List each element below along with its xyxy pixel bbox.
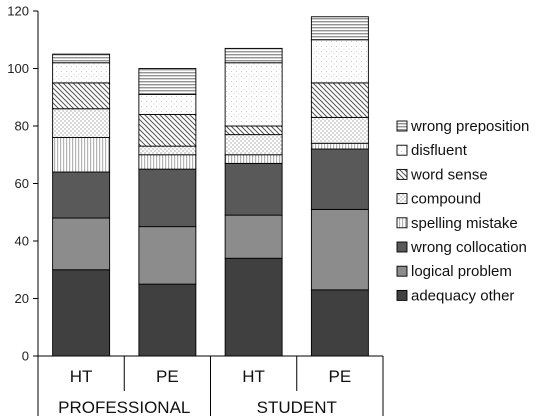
y-tick-label: 100	[7, 61, 29, 76]
y-tick-label: 0	[22, 349, 29, 364]
bar-segment-adequacy-other	[138, 283, 197, 357]
x-category-labels: HT PE HT PE PROFESSIONAL STUDENT	[58, 367, 351, 417]
x-group-label: PROFESSIONAL	[58, 398, 190, 417]
y-tick-labels: 0 20 40 60 80 100 120	[7, 4, 29, 364]
legend-label: logical problem	[411, 263, 512, 280]
x-category-label: PE	[156, 367, 179, 386]
legend-swatch	[396, 168, 408, 180]
legend-swatch	[396, 193, 408, 205]
bar-segment-compound	[310, 116, 369, 144]
bar-segment-wrong-collocation	[52, 171, 111, 219]
y-tick-label: 40	[15, 234, 29, 249]
x-category-label: HT	[242, 367, 265, 386]
bar-segment-wrong-collocation	[310, 148, 369, 210]
bar-segment-word-sense	[224, 125, 283, 136]
legend-swatch	[396, 241, 408, 253]
legend: wrong preposition disfluent word sense comp…	[396, 118, 529, 304]
legend-swatch	[396, 217, 408, 229]
legend-label: word sense	[410, 166, 488, 183]
bar-segment-word-sense	[310, 82, 369, 118]
bar-segment-adequacy-other	[224, 257, 283, 357]
bar-segment-compound	[224, 134, 283, 156]
bar-segment-disfluent	[52, 62, 111, 84]
bar-segment-compound	[138, 145, 197, 156]
bar-segment-wrong-preposition	[310, 16, 369, 41]
bar-segment-wrong-collocation	[224, 162, 283, 216]
bar-segment-spelling-mistake	[52, 137, 111, 173]
bar-segment-adequacy-other	[52, 269, 111, 357]
legend-swatch	[396, 144, 408, 156]
y-tick-label: 60	[15, 176, 29, 191]
x-category-label: PE	[329, 367, 352, 386]
bar-segment-adequacy-other	[310, 289, 369, 357]
bar-segment-disfluent	[138, 93, 197, 115]
bar-segment-disfluent	[310, 39, 369, 84]
x-category-label: HT	[70, 367, 93, 386]
legend-swatch	[396, 120, 408, 132]
bar-segment-logical-problem	[224, 214, 283, 259]
y-tick-label: 120	[7, 4, 29, 19]
legend-swatch	[396, 265, 408, 277]
y-tick-label: 80	[15, 119, 29, 134]
legend-label: compound	[411, 191, 481, 208]
y-tick-label: 20	[15, 291, 29, 306]
bar-segment-wrong-preposition	[138, 68, 197, 95]
legend-label: wrong collocation	[410, 239, 527, 256]
bar-segment-spelling-mistake	[310, 142, 369, 150]
bar-segment-word-sense	[52, 82, 111, 110]
legend-label: spelling mistake	[411, 215, 518, 232]
bar-segment-spelling-mistake	[224, 154, 283, 164]
x-group-label: STUDENT	[257, 398, 337, 417]
bar-segment-wrong-collocation	[138, 168, 197, 228]
bar-segment-compound	[52, 108, 111, 138]
bar-segment-disfluent	[224, 62, 283, 127]
legend-label: wrong preposition	[410, 118, 529, 135]
bar-segment-logical-problem	[138, 226, 197, 285]
bar-segment-wrong-preposition	[52, 53, 111, 64]
bar-segment-wrong-preposition	[224, 47, 283, 64]
bar-segment-spelling-mistake	[138, 154, 197, 170]
bar-segment-word-sense	[138, 114, 197, 147]
legend-label: disfluent	[411, 142, 468, 159]
legend-swatch	[396, 289, 408, 301]
bar-segment-logical-problem	[310, 208, 369, 291]
legend-label: adequacy other	[411, 287, 514, 304]
bar-segment-logical-problem	[52, 217, 111, 271]
bars-layer	[52, 16, 369, 357]
